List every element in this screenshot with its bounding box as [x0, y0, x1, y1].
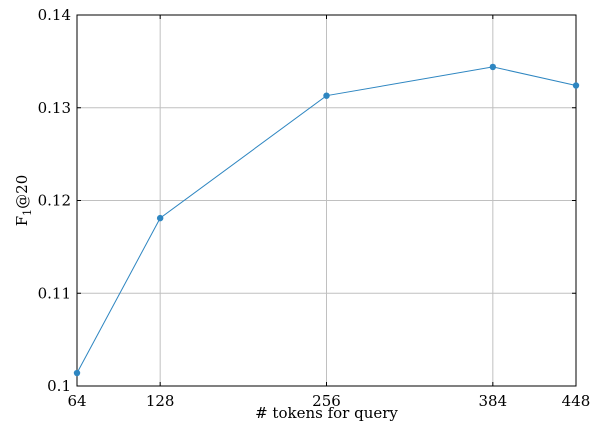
- data-point: [73, 369, 81, 377]
- x-tick-label: 128: [146, 392, 175, 410]
- data-point: [156, 214, 164, 222]
- data-point: [489, 63, 497, 71]
- y-tick-label: 0.12: [38, 192, 71, 210]
- ticks: 64 128 256 384 448 0.1 0.11 0.12 0.13 0.14: [38, 6, 591, 410]
- series: [73, 63, 580, 377]
- y-tick-label: 0.1: [47, 377, 71, 395]
- y-tick-label: 0.14: [38, 6, 71, 24]
- x-tick-label: 448: [562, 392, 591, 410]
- x-tick-label: 384: [479, 392, 508, 410]
- y-axis-title: F1@20: [13, 175, 34, 227]
- y-tick-label: 0.13: [38, 99, 71, 117]
- x-axis-title: # tokens for query: [255, 404, 398, 422]
- y-tick-label: 0.11: [38, 284, 71, 302]
- data-point: [572, 82, 580, 89]
- x-tick-label: 256: [312, 392, 341, 410]
- y-axis-title-suffix: @20: [13, 175, 31, 209]
- y-axis-title-subscript: 1: [21, 209, 34, 216]
- x-tick-label: 64: [67, 392, 86, 410]
- y-axis-title-main: F: [13, 216, 31, 226]
- data-point: [323, 92, 330, 99]
